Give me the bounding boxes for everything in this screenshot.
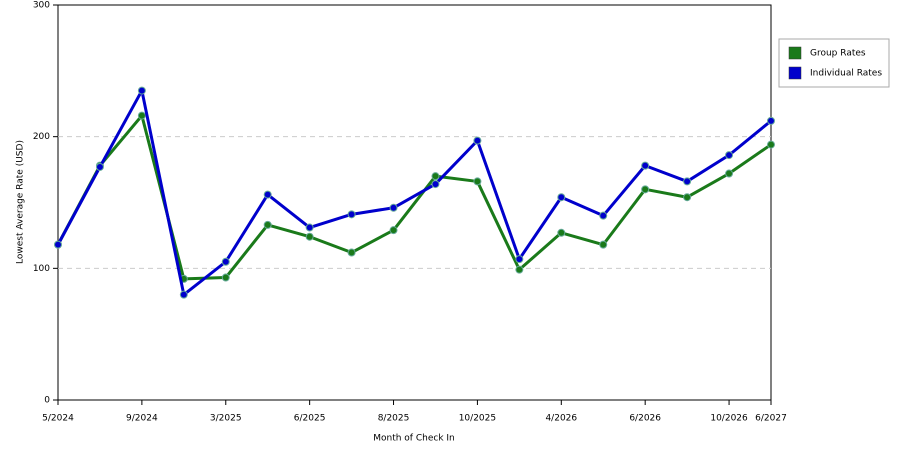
data-point (683, 177, 692, 186)
data-point (767, 140, 775, 149)
x-tick-label: 10/2025 (459, 414, 496, 424)
data-point (305, 232, 314, 241)
plot-frame (57, 4, 772, 401)
data-point (557, 228, 566, 237)
y-tick-label: 100 (33, 264, 50, 274)
data-point (515, 255, 524, 264)
data-point (137, 86, 146, 95)
x-tick-label: 10/2026 (710, 414, 748, 424)
x-tick-label: 8/2025 (378, 414, 410, 424)
data-point (725, 151, 734, 160)
x-tick-label: 4/2026 (545, 414, 577, 424)
data-point (263, 220, 272, 229)
legend-label: Individual Rates (810, 69, 882, 79)
legend-swatch (788, 66, 802, 80)
data-point (641, 161, 650, 170)
data-point (725, 169, 734, 178)
data-point (179, 290, 188, 299)
data-point (347, 210, 356, 219)
data-point (599, 211, 608, 220)
data-point (263, 190, 272, 199)
data-point (347, 248, 356, 257)
data-point (599, 240, 608, 249)
data-point (767, 116, 775, 125)
x-tick-label: 6/2025 (294, 414, 326, 424)
data-point (515, 265, 524, 274)
data-point (137, 111, 146, 120)
x-tick-label: 9/2024 (126, 414, 158, 424)
data-point (683, 193, 692, 202)
x-tick-label: 6/2026 (629, 414, 661, 424)
legend-box (778, 38, 890, 88)
data-point (473, 136, 482, 145)
data-point (473, 177, 482, 186)
data-point (389, 203, 398, 212)
data-point (557, 193, 566, 202)
data-point (641, 185, 650, 194)
x-tick-label: 3/2025 (210, 414, 242, 424)
x-axis-label: Month of Check In (373, 434, 455, 444)
data-point (54, 240, 62, 249)
legend-swatch (788, 46, 802, 60)
legend-label: Group Rates (810, 49, 866, 59)
series-line (56, 114, 772, 281)
data-point (305, 223, 314, 232)
data-point (431, 172, 440, 181)
y-tick-label: 300 (33, 1, 50, 11)
y-tick-label: 0 (44, 396, 50, 406)
data-point (389, 226, 398, 235)
series-line (56, 89, 772, 297)
data-point (221, 257, 230, 266)
y-axis-label: Lowest Average Rate (USD) (16, 140, 26, 264)
data-point (221, 273, 230, 282)
data-point (95, 162, 104, 171)
y-tick-label: 200 (33, 132, 50, 142)
x-tick-label: 6/2027 (755, 414, 787, 424)
data-point (431, 180, 440, 189)
x-tick-label: 5/2024 (42, 414, 74, 424)
